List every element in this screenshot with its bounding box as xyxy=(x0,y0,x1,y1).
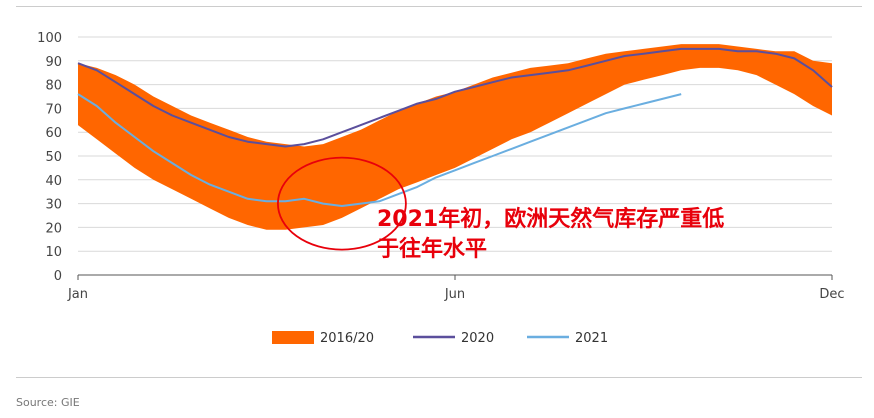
y-tick-label-0: 0 xyxy=(54,269,62,284)
y-tick-label-100: 100 xyxy=(37,31,62,46)
annotation-text-line1: 2021年初，欧洲天然气库存严重低 xyxy=(377,206,724,232)
axes: 0 10 20 30 40 50 60 70 80 90 100 Jan Jun Dec xyxy=(37,31,844,302)
series-line-2021 xyxy=(77,93,682,207)
y-tick-label-90: 90 xyxy=(45,55,62,70)
y-tick-label-50: 50 xyxy=(45,150,62,165)
annotation-text-line2: 于往年水平 xyxy=(377,236,487,262)
legend-label-2021: 2021 xyxy=(575,331,608,346)
x-tick-label-jan: Jan xyxy=(67,287,88,302)
top-divider xyxy=(16,6,862,7)
y-tick-label-40: 40 xyxy=(45,174,62,189)
legend-label-2016-20: 2016/20 xyxy=(320,331,374,346)
band-2016-20-fill xyxy=(78,44,832,230)
band-2016-20-area xyxy=(78,44,832,230)
x-tick-label-dec: Dec xyxy=(819,287,844,302)
y-tick-label-70: 70 xyxy=(45,102,62,117)
y-tick-label-60: 60 xyxy=(45,126,62,141)
series-line-2020 xyxy=(77,47,833,148)
source-label: Source: GIE xyxy=(16,396,80,409)
y-tick-label-80: 80 xyxy=(45,79,62,94)
y-tick-label-30: 30 xyxy=(45,198,62,213)
series-lines xyxy=(77,47,833,207)
annotation-circle xyxy=(276,156,407,251)
y-tick-label-10: 10 xyxy=(45,245,62,260)
legend: 2016/20 2020 2021 xyxy=(272,331,608,346)
y-tick-label-20: 20 xyxy=(45,221,62,236)
bottom-divider xyxy=(16,377,862,378)
legend-label-2020: 2020 xyxy=(461,331,494,346)
x-tick-label-jun: Jun xyxy=(444,287,465,302)
legend-swatch-2016-20 xyxy=(272,331,314,344)
